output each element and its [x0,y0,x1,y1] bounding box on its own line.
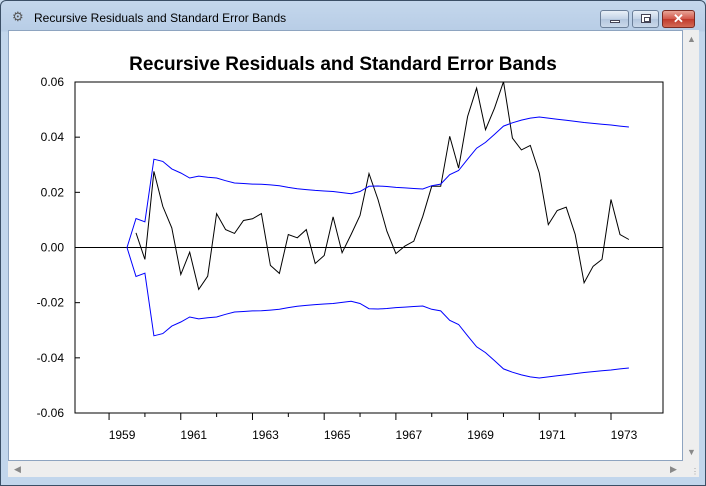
x-tick-label: 1969 [467,428,494,442]
y-tick-label: 0.06 [41,75,65,89]
minimize-button[interactable] [600,10,629,28]
x-tick-label: 1959 [109,428,136,442]
scroll-left-icon[interactable]: ◀ [14,464,21,474]
x-tick-label: 1971 [539,428,566,442]
x-tick-label: 1967 [396,428,423,442]
window-title: Recursive Residuals and Standard Error B… [34,11,287,25]
scroll-up-icon[interactable]: ▲ [687,34,696,44]
residual-series-line [135,81,630,291]
x-tick-label: 1965 [324,428,351,442]
y-tick-label: 0.02 [41,185,65,199]
maximize-button[interactable] [632,10,659,28]
scroll-down-icon[interactable]: ▼ [687,447,696,457]
scroll-right-icon[interactable]: ▶ [670,464,677,474]
y-tick-label: -0.02 [37,296,65,310]
resize-grip-icon[interactable]: ⋮ [683,461,699,477]
lower-band-line [126,247,629,379]
minimize-icon [610,20,620,23]
horizontal-scrollbar[interactable]: ◀ ▶ [8,461,683,477]
close-button[interactable]: ✕ [662,10,695,28]
y-tick-label: -0.06 [37,406,65,420]
x-tick-label: 1973 [611,428,638,442]
eviews-graph-icon: ⚙ [12,9,24,24]
chart-title: Recursive Residuals and Standard Error B… [129,54,557,75]
x-tick-label: 1961 [180,428,207,442]
y-tick-label: -0.04 [37,351,65,365]
vertical-scrollbar[interactable]: ▲ ▼ [683,30,699,461]
x-tick-label: 1963 [252,428,279,442]
y-tick-label: 0.00 [41,241,65,255]
maximize-icon [641,14,651,23]
close-icon: ✕ [673,11,684,26]
y-tick-label: 0.04 [41,130,65,144]
upper-band-line [126,116,629,248]
title-bar[interactable]: ⚙ Recursive Residuals and Standard Error… [1,1,705,31]
